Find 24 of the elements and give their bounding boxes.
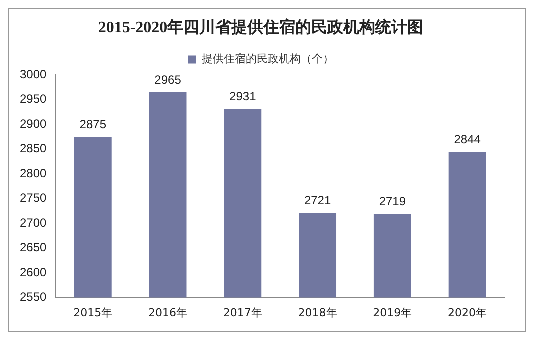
data-label: 2844 [454,132,482,147]
x-tick-label: 2017年 [223,306,262,320]
y-tick-label: 2950 [20,92,48,106]
x-tick-label: 2015年 [74,306,113,320]
y-tick-label: 2600 [20,265,48,280]
x-tick-label: 2019年 [373,306,412,320]
x-tick-label: 2020年 [448,306,488,320]
y-tick-label: 2550 [20,290,48,304]
data-label: 2721 [304,194,332,208]
x-tick-label: 2018年 [298,306,338,320]
y-tick-label: 2850 [20,142,48,156]
y-tick-label: 2750 [20,191,48,206]
legend-label: 提供住宿的民政机构（个） [202,52,334,66]
y-tick-label: 3000 [20,68,48,82]
chart-title: 2015-2020年四川省提供住宿的民政机构统计图 [98,18,424,37]
data-label: 2719 [379,194,406,209]
y-tick-label: 2800 [20,166,48,180]
x-tick-label: 2016年 [148,306,188,320]
y-tick-label: 2900 [20,116,48,131]
y-tick-label: 2650 [20,240,48,255]
y-tick-label: 2700 [20,216,48,230]
data-label: 2965 [154,72,182,87]
data-label: 2931 [230,90,257,104]
data-label: 2875 [80,117,107,132]
